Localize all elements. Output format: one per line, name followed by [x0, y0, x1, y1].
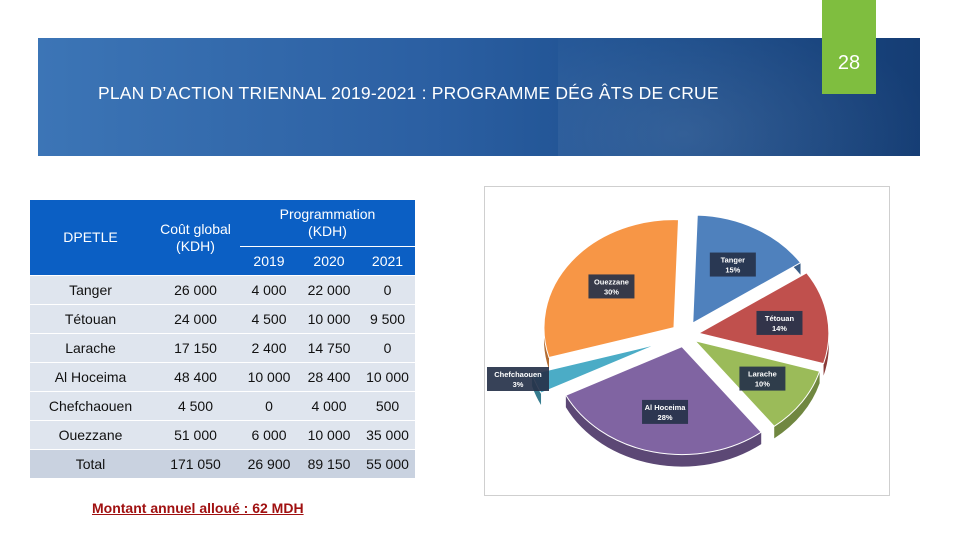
- row-cout: 17 150: [151, 333, 240, 363]
- row-2020: 14 750: [298, 333, 360, 363]
- table-row: Al Hoceima 48 400 10 000 28 400 10 000: [30, 362, 415, 392]
- table-row: Larache 17 150 2 400 14 750 0: [30, 333, 415, 363]
- row-cout: 26 000: [151, 275, 240, 305]
- row-2021: 500: [360, 391, 415, 421]
- row-cout: 51 000: [151, 420, 240, 450]
- pie-label-box: [756, 310, 803, 335]
- row-name: Tétouan: [30, 304, 151, 334]
- pie-chart-frame: Tanger 15% Tétouan 14% Larache 10% Al Hoceima 2…: [484, 186, 890, 496]
- header-dpetle: DPETLE: [30, 200, 151, 276]
- row-2021: 0: [360, 333, 415, 363]
- header-programmation: Programmation (KDH): [240, 200, 415, 247]
- row-2021: 35 000: [360, 420, 415, 450]
- table-total-row: Total 171 050 26 900 89 150 55 000: [30, 449, 415, 479]
- pie-label-name: Ouezzane: [594, 277, 629, 286]
- row-name: Al Hoceima: [30, 362, 151, 392]
- table-row: Ouezzane 51 000 6 000 10 000 35 000: [30, 420, 415, 450]
- total-cout: 171 050: [151, 449, 240, 479]
- table-row: Chefchaouen 4 500 0 4 000 500: [30, 391, 415, 421]
- pie-label-box: [487, 367, 549, 391]
- pie-label-box: [709, 252, 756, 277]
- pie-slice-side: [774, 371, 820, 439]
- row-2019: 10 000: [240, 362, 298, 392]
- header-cout-global: Coût global (KDH): [151, 200, 240, 276]
- row-2020: 28 400: [298, 362, 360, 392]
- row-name: Larache: [30, 333, 151, 363]
- pie-label-value: 15%: [725, 266, 740, 275]
- header-year-2021: 2021: [360, 246, 415, 276]
- page-number-tab: [822, 0, 876, 94]
- pie-label-box: [588, 274, 635, 299]
- row-2020: 4 000: [298, 391, 360, 421]
- row-name: Tanger: [30, 275, 151, 305]
- pie-label-name: Al Hoceima: [645, 403, 687, 412]
- row-2021: 10 000: [360, 362, 415, 392]
- pie-label-box: [642, 399, 689, 424]
- row-2021: 0: [360, 275, 415, 305]
- pie-label-value: 28%: [658, 413, 673, 422]
- table-subheader-row: 2019 2020 2021: [30, 246, 415, 276]
- pie-label-value: 30%: [604, 287, 619, 296]
- total-2021: 55 000: [360, 449, 415, 479]
- pie-label-value: 14%: [772, 324, 787, 333]
- row-2020: 10 000: [298, 420, 360, 450]
- annual-amount-note: Montant annuel alloué : 62 MDH: [92, 500, 304, 516]
- row-name: Chefchaouen: [30, 391, 151, 421]
- header-year-2020: 2020: [298, 246, 360, 276]
- table-row: Tanger 26 000 4 000 22 000 0: [30, 275, 415, 305]
- row-2019: 2 400: [240, 333, 298, 363]
- pie-label-name: Chefchaouen: [494, 370, 542, 379]
- page-number: 28: [837, 52, 861, 74]
- row-2019: 4 000: [240, 275, 298, 305]
- pie-slice-side: [565, 395, 762, 467]
- table-row: Tétouan 24 000 4 500 10 000 9 500: [30, 304, 415, 334]
- pie-label-name: Larache: [748, 370, 777, 379]
- total-2020: 89 150: [298, 449, 360, 479]
- slide-title: PLAN D’ACTION TRIENNAL 2019-2021 : PROGR…: [98, 83, 719, 103]
- total-2019: 26 900: [240, 449, 298, 479]
- row-name: Ouezzane: [30, 420, 151, 450]
- row-cout: 4 500: [151, 391, 240, 421]
- pie-label-value: 3%: [513, 380, 524, 389]
- pie-label-box: [739, 366, 786, 391]
- table-header-row: DPETLE Coût global (KDH) Programmation (…: [30, 200, 415, 276]
- row-2019: 6 000: [240, 420, 298, 450]
- programme-table: DPETLE Coût global (KDH) Programmation (…: [30, 200, 415, 479]
- pie-label-value: 10%: [755, 380, 770, 389]
- pie-label-name: Tétouan: [765, 314, 795, 323]
- row-2020: 22 000: [298, 275, 360, 305]
- row-2019: 0: [240, 391, 298, 421]
- header-year-2019: 2019: [240, 246, 298, 276]
- row-cout: 48 400: [151, 362, 240, 392]
- pie-label-name: Tanger: [721, 256, 746, 265]
- row-2019: 4 500: [240, 304, 298, 334]
- row-cout: 24 000: [151, 304, 240, 334]
- row-2021: 9 500: [360, 304, 415, 334]
- row-2020: 10 000: [298, 304, 360, 334]
- total-label: Total: [30, 449, 151, 479]
